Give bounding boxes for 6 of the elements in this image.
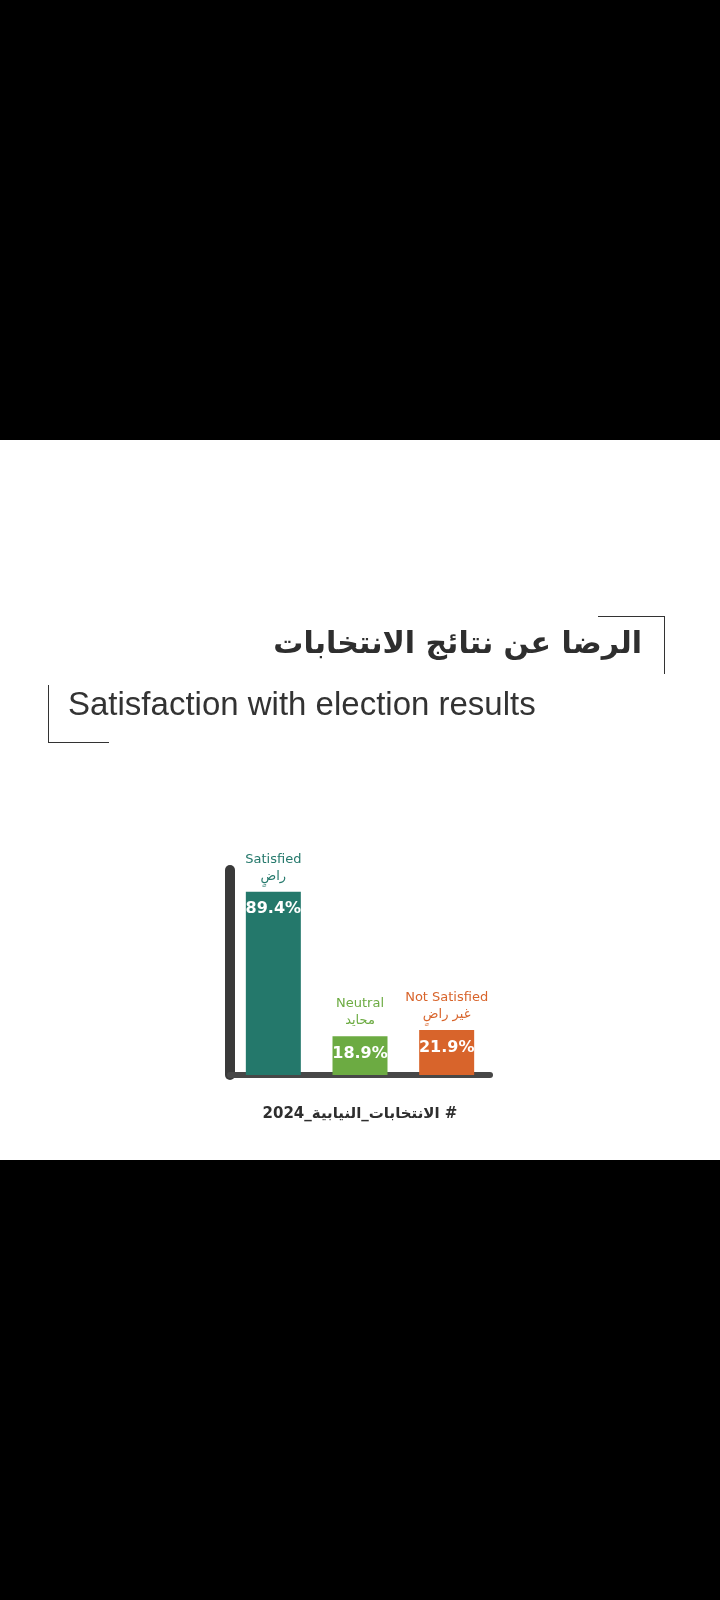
data-label: 21.9% [418, 1036, 475, 1056]
text: # الانتخابات_النيابية_2024 [261, 1104, 459, 1122]
chart-title: الرضا عن نتائج الانتخابات [273, 624, 643, 660]
chart-subtitle: Satisfaction with election results [68, 685, 536, 722]
data-label: 89.4% [245, 898, 302, 918]
data-label: 18.9% [332, 1042, 388, 1062]
